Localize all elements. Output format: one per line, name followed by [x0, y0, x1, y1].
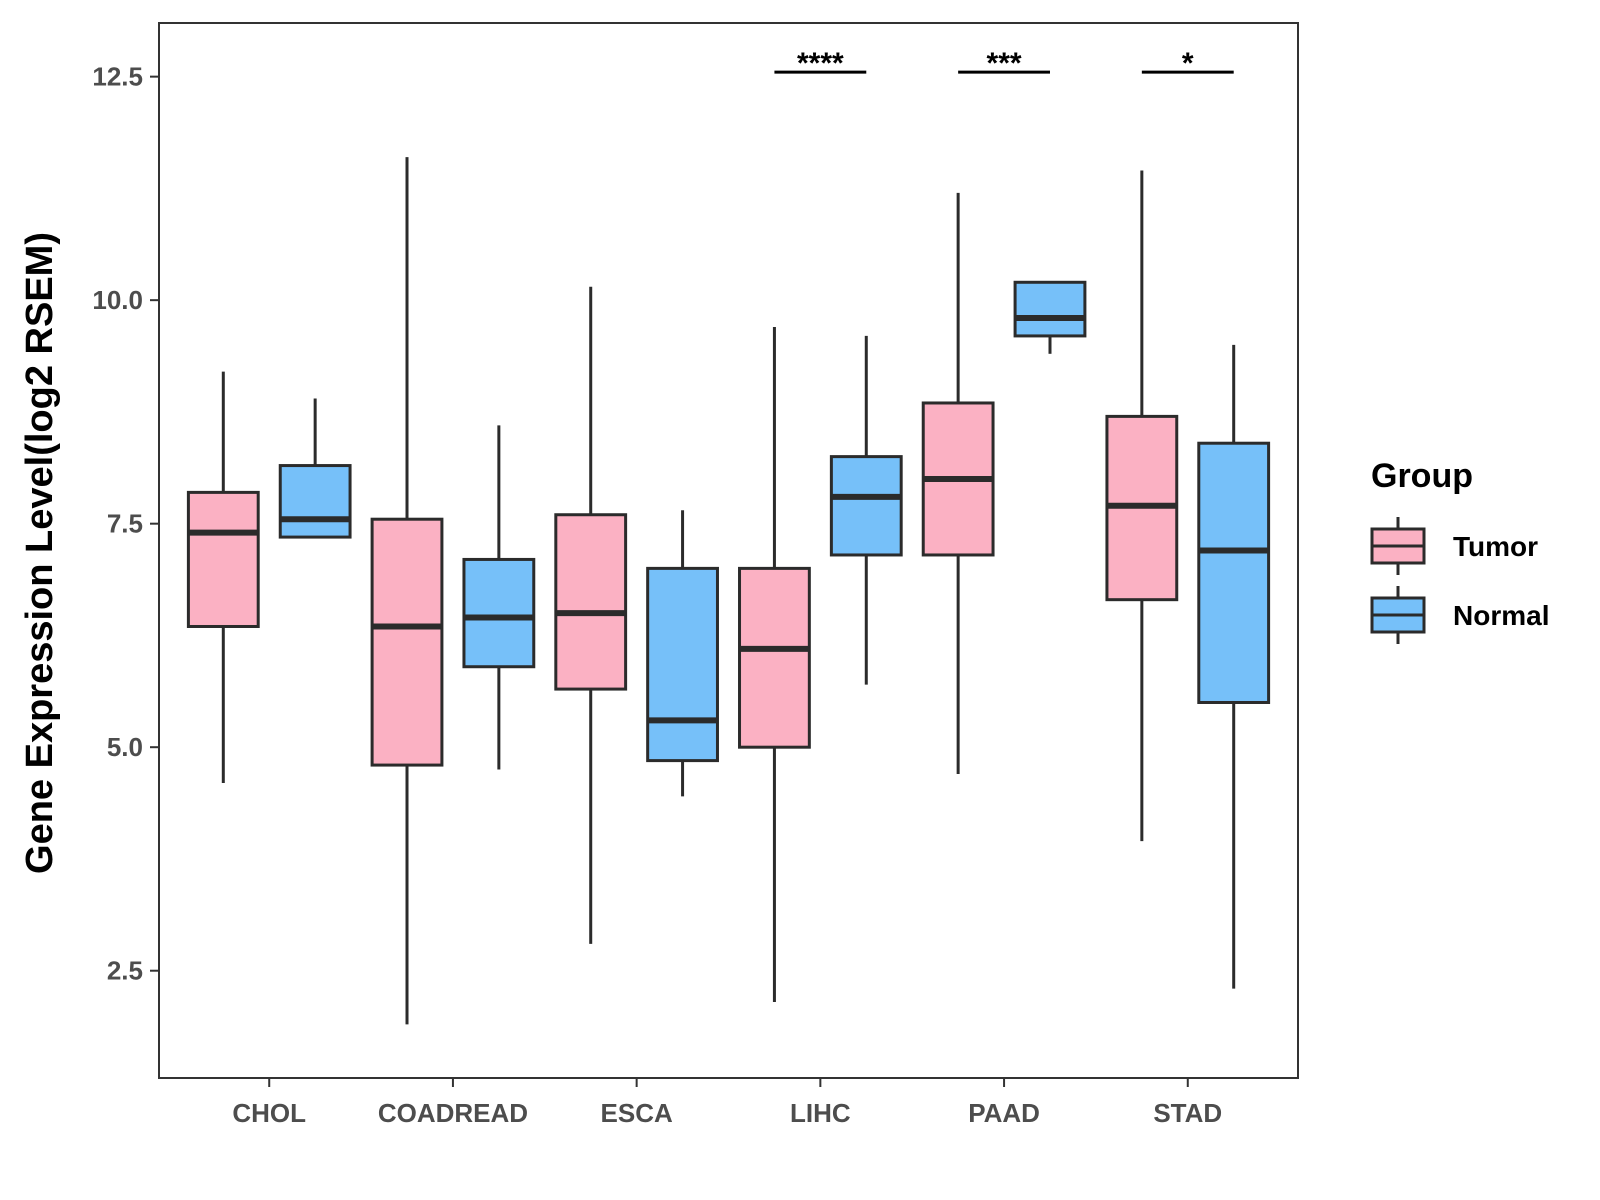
box-iqr	[1197, 441, 1271, 704]
x-tick-label: ESCA	[601, 1098, 673, 1128]
y-tick-label: 2.5	[107, 956, 143, 986]
box-iqr	[554, 513, 628, 691]
tumor-box-esca	[554, 286, 628, 944]
box-iqr	[646, 566, 719, 763]
x-tick-label: LIHC	[790, 1098, 851, 1128]
legend-item-normal: Normal	[1370, 586, 1549, 644]
box-iqr	[462, 557, 536, 669]
y-tick-label: 5.0	[107, 732, 143, 762]
legend-item-tumor: Tumor	[1370, 517, 1538, 575]
normal-box-paad	[1013, 280, 1087, 354]
normal-box-lihc	[829, 335, 903, 685]
y-tick-label: 10.0	[92, 285, 143, 315]
legend-title: Group	[1371, 457, 1473, 495]
box-iqr	[829, 455, 903, 557]
legend-label: Normal	[1453, 600, 1549, 631]
normal-box-chol	[278, 398, 352, 539]
normal-box-esca	[646, 510, 719, 797]
panel-border	[158, 22, 1299, 1079]
significance-label: ***	[987, 47, 1022, 80]
box-iqr	[738, 566, 811, 749]
significance-label: ****	[797, 47, 844, 80]
normal-box-coadread	[462, 425, 536, 770]
tumor-box-coadread	[370, 157, 444, 1025]
tumor-box-chol	[186, 371, 260, 783]
y-tick-label: 7.5	[107, 509, 143, 539]
x-tick-label: CHOL	[232, 1098, 306, 1128]
box-iqr	[370, 517, 444, 767]
y-axis-title: Gene Expression Level(log2 RSEM)	[19, 232, 61, 874]
significance-label: *	[1182, 47, 1194, 80]
x-tick-label: PAAD	[968, 1098, 1040, 1128]
y-axis: 2.5 5.0 7.5 10.0 12.5	[92, 62, 159, 986]
x-axis: CHOL COADREAD ESCA LIHC PAAD STAD	[232, 1078, 1222, 1128]
box-iqr	[186, 490, 260, 628]
significance-layer: **** *** *	[774, 47, 1234, 80]
x-tick-label: COADREAD	[378, 1098, 528, 1128]
boxes-layer	[186, 157, 1271, 1025]
legend: Group Tumor Normal	[1370, 457, 1549, 644]
box-iqr	[1013, 280, 1087, 338]
normal-box-stad	[1197, 344, 1271, 989]
tumor-box-lihc	[738, 326, 811, 1003]
legend-label: Tumor	[1453, 531, 1538, 562]
tumor-box-paad	[921, 192, 995, 775]
y-tick-label: 12.5	[92, 62, 143, 92]
box-iqr	[278, 464, 352, 539]
x-tick-label: STAD	[1153, 1098, 1222, 1128]
tumor-box-stad	[1105, 170, 1179, 842]
